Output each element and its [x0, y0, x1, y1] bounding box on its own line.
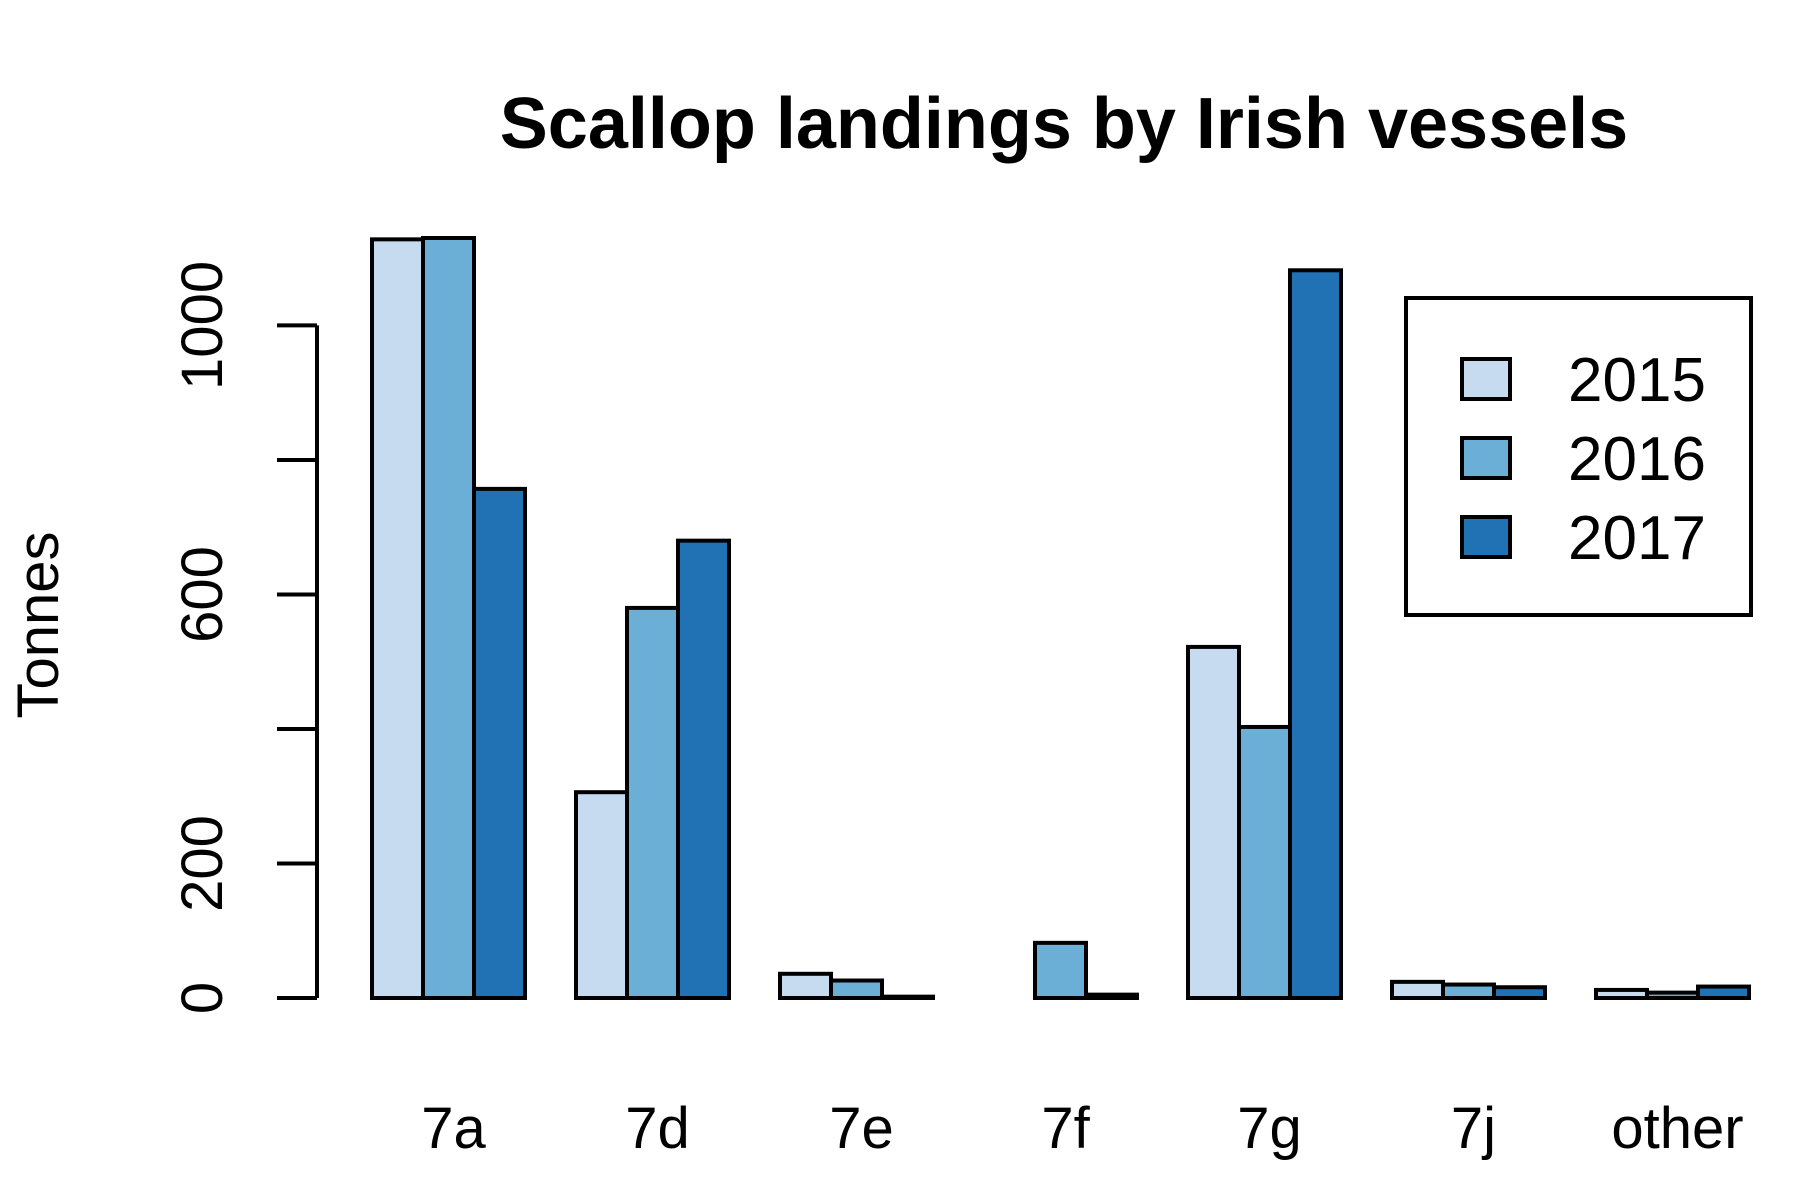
- bar-7d-2016: [625, 605, 680, 1000]
- chart-title: Scallop landings by Irish vessels: [500, 84, 1628, 164]
- bar-other-2015: [1594, 987, 1649, 1000]
- bar-7a-2017: [472, 486, 527, 1000]
- bar-7d-2017: [676, 538, 731, 1000]
- x-tick-label: 7e: [829, 1096, 894, 1161]
- x-tick-label: 7a: [421, 1096, 486, 1161]
- bar-7g-2015: [1186, 644, 1241, 1000]
- x-tick-label: other: [1611, 1096, 1743, 1161]
- x-tick-label: 7f: [1041, 1096, 1090, 1161]
- y-tick-label: 200: [170, 815, 235, 912]
- bar-7j-2016: [1441, 982, 1496, 1000]
- bar-7a-2015: [370, 237, 425, 1000]
- bar-7g-2017: [1288, 268, 1343, 1000]
- legend: 2015 2016 2017: [1404, 296, 1753, 617]
- y-tick-label: 0: [170, 982, 235, 1014]
- legend-label: 2016: [1568, 425, 1706, 494]
- y-tick-label: 600: [170, 546, 235, 643]
- bar-7f-2017: [1084, 992, 1139, 1000]
- x-axis-labels: 7a 7d 7e 7f 7g 7j other: [421, 1096, 1743, 1161]
- bars: [370, 236, 1751, 1001]
- y-axis: 0 200 600 1000: [170, 261, 319, 1014]
- y-axis-label: Tonnes: [6, 531, 71, 718]
- x-tick-label: 7j: [1451, 1096, 1496, 1161]
- bar-7f-2016: [1033, 940, 1088, 1000]
- bar-7e-2017: [880, 994, 935, 1000]
- bar-other-2017: [1696, 984, 1751, 1000]
- x-tick-label: 7d: [625, 1096, 690, 1161]
- bar-7g-2016: [1237, 724, 1292, 1000]
- x-tick-label: 7g: [1237, 1096, 1302, 1161]
- legend-swatch-2017: [1460, 515, 1512, 559]
- bar-7j-2015: [1390, 979, 1445, 1000]
- bar-other-2016: [1645, 990, 1700, 1000]
- bar-7e-2015: [778, 971, 833, 1000]
- legend-label: 2015: [1568, 346, 1706, 415]
- legend-swatch-2016: [1460, 436, 1512, 480]
- bar-7e-2016: [829, 978, 884, 1000]
- bar-7j-2017: [1492, 985, 1547, 1001]
- y-tick-label: 1000: [170, 261, 235, 390]
- legend-label: 2017: [1568, 504, 1706, 573]
- bar-7a-2016: [421, 236, 476, 1000]
- bar-7d-2015: [574, 790, 629, 1001]
- legend-swatch-2015: [1460, 357, 1512, 401]
